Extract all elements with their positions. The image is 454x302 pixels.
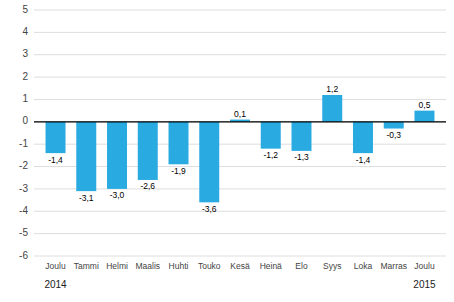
data-label: -3,0 [110,190,125,200]
grid-line [34,256,446,257]
bar [76,122,96,191]
y-tick-label: -1 [19,138,28,149]
bar [384,122,404,129]
grid-line [34,233,446,234]
y-tick-label: 2 [22,71,28,82]
annotations: 2014 2015 [44,279,436,290]
y-tick-label: 4 [22,26,28,37]
grid-line [34,77,446,78]
zero-line [34,121,446,122]
data-label: -1,4 [48,155,63,165]
y-tick-label: 0 [22,115,28,126]
data-label: -2,6 [140,181,155,191]
grid-line [34,211,446,212]
data-label: -1,4 [356,155,371,165]
data-label: 1,2 [326,84,338,94]
y-tick-label: -2 [19,160,28,171]
bar [107,122,127,189]
data-label: 0,1 [234,109,246,119]
bar [261,122,281,149]
grid-line [34,54,446,55]
x-tick-label: Joulu [414,261,435,271]
grid-line [34,121,446,122]
x-axis: Joulu Tammi Helmi Maalis Huhti Touko Kesä Heinä… [45,261,435,271]
year-label: 2015 [413,279,436,290]
x-tick-label: Touko [198,261,221,271]
grid [34,10,446,256]
x-tick-label: Maalis [135,261,160,271]
x-tick-label: Tammi [74,261,99,271]
y-tick-label: -5 [19,227,28,238]
data-label: -1,2 [263,150,278,160]
chart: -6 -5 -4 -3 -2 -1 0 1 2 3 4 5 -1,4 -3,1 -3,0 -2,6 -1,9 -3… [0,0,454,302]
bar [138,122,158,180]
bar [353,122,373,153]
data-label: -3,1 [79,193,94,203]
y-tick-label: -4 [19,205,28,216]
grid-line [34,99,446,100]
y-tick-label: -6 [19,250,28,261]
bar [169,122,189,164]
x-tick-label: Heinä [260,261,282,271]
bar [414,111,434,122]
x-tick-label: Helmi [106,261,128,271]
x-tick-label: Huhti [169,261,189,271]
x-tick-label: Elo [295,261,308,271]
x-tick-label: Joulu [45,261,66,271]
y-tick-label: 1 [22,93,28,104]
data-label: -1,3 [294,152,309,162]
bars [46,95,435,202]
y-tick-label: -3 [19,183,28,194]
data-label: 0,5 [419,100,431,110]
grid-line [34,10,446,11]
data-label: -0,3 [386,130,401,140]
x-tick-label: Syys [323,261,341,271]
y-tick-label: 3 [22,48,28,59]
y-tick-label: 5 [22,4,28,15]
bar [199,122,219,203]
x-tick-label: Loka [354,261,373,271]
bar [292,122,312,151]
x-tick-label: Marras [381,261,407,271]
data-label: -3,6 [202,204,217,214]
x-tick-label: Kesä [230,261,250,271]
data-labels: -1,4 -3,1 -3,0 -2,6 -1,9 -3,6 0,1 -1,2 -1,3 1,2 -1… [48,84,430,214]
y-axis: -6 -5 -4 -3 -2 -1 0 1 2 3 4 5 [19,4,28,261]
bar [322,95,342,122]
data-label: -1,9 [171,166,186,176]
bar [46,122,66,153]
grid-line [34,32,446,33]
year-label: 2014 [44,279,67,290]
